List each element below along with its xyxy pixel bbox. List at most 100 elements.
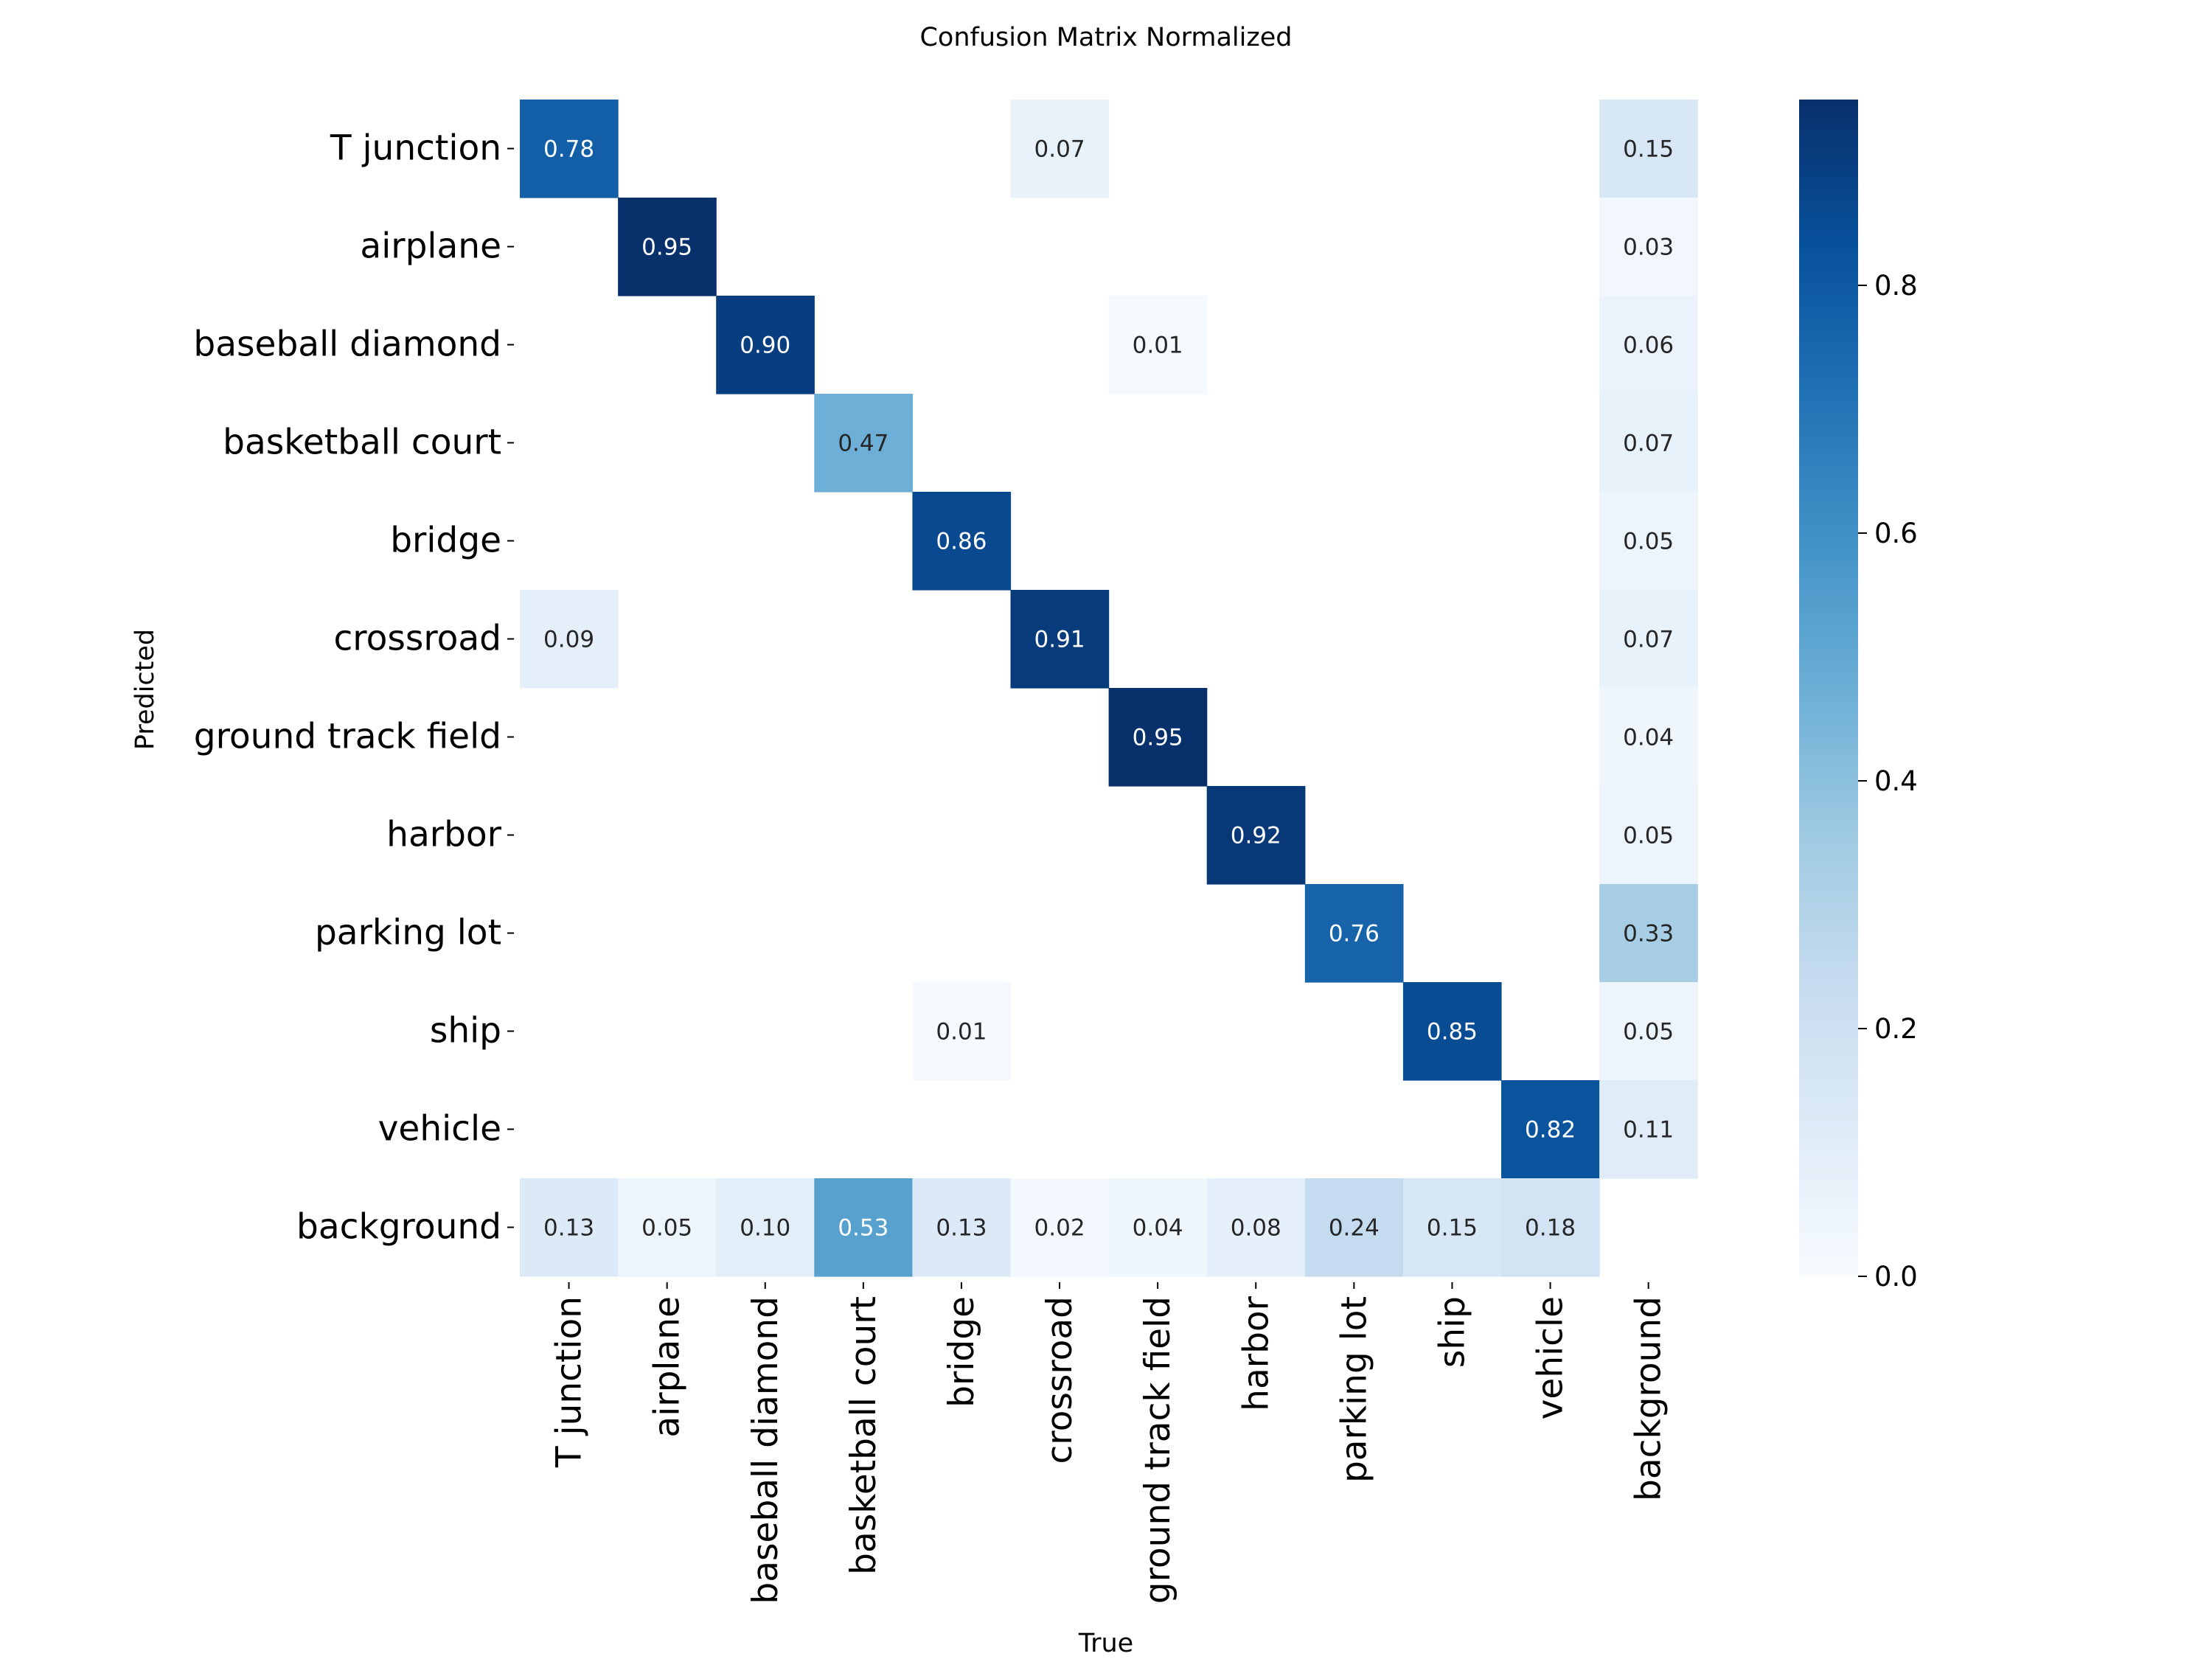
cell-value-label: 0.09 (543, 627, 594, 653)
cell-value-label: 0.82 (1525, 1117, 1576, 1144)
heatmap-cell (912, 982, 1012, 1081)
heatmap-cell (1206, 1178, 1306, 1277)
heatmap-cell (520, 100, 619, 198)
cell-value-label: 0.11 (1623, 1117, 1674, 1144)
heatmap-cell (1108, 1178, 1208, 1277)
row-tick-label: airplane (360, 226, 501, 267)
cell-value-label: 0.13 (543, 1215, 594, 1242)
heatmap-cell (1599, 1080, 1698, 1179)
cell-value-label: 0.04 (1623, 725, 1674, 751)
cell-value-label: 0.86 (936, 529, 987, 555)
heatmap-cell (618, 1178, 717, 1277)
colorbar-tick-label: 0.0 (1874, 1261, 1918, 1293)
heatmap-cell (618, 198, 717, 296)
cell-value-label: 0.15 (1623, 136, 1674, 163)
cell-value-label: 0.95 (1133, 725, 1183, 751)
heatmap-cell (1599, 296, 1698, 394)
cell-value-label: 0.07 (1623, 627, 1674, 653)
cell-value-label: 0.47 (838, 431, 888, 457)
colorbar-tick-label: 0.8 (1874, 270, 1918, 302)
heatmap-cell (716, 296, 815, 394)
colorbar-tick-label: 0.2 (1874, 1013, 1918, 1045)
heatmap-cell (814, 394, 913, 493)
column-tick-label: crossroad (1040, 1296, 1080, 1464)
cell-value-label: 0.76 (1329, 921, 1380, 947)
cell-value-label: 0.04 (1133, 1215, 1183, 1242)
row-tick-label: T junction (330, 128, 501, 169)
column-tick-label: T junction (549, 1296, 590, 1468)
cell-value-label: 0.05 (641, 1215, 692, 1242)
heatmap-cell (520, 1178, 619, 1277)
heatmap-cell (1010, 590, 1110, 689)
column-tick-label: vehicle (1531, 1296, 1571, 1419)
cell-value-label: 0.33 (1623, 921, 1674, 947)
cell-value-label: 0.02 (1034, 1215, 1085, 1242)
cell-value-label: 0.18 (1525, 1215, 1576, 1242)
cell-value-label: 0.07 (1623, 431, 1674, 457)
row-labels: T junction airplane baseball diamond basket… (193, 128, 514, 1248)
chart-title: Confusion Matrix Normalized (919, 23, 1292, 52)
cell-value-label: 0.91 (1034, 627, 1085, 653)
column-tick-label: background (1629, 1296, 1669, 1501)
cell-value-label: 0.13 (936, 1215, 987, 1242)
cell-value-label: 0.10 (740, 1215, 790, 1242)
heatmap-cell (1501, 1178, 1600, 1277)
column-tick-label: airplane (647, 1296, 688, 1438)
heatmap-cell (1599, 198, 1698, 296)
heatmap-cell (1206, 786, 1306, 885)
heatmap-cell (1599, 688, 1698, 787)
cell-value-label: 0.07 (1034, 136, 1085, 163)
heatmap-cell (1599, 982, 1698, 1081)
heatmap-cell (1599, 492, 1698, 591)
cell-value-label: 0.15 (1427, 1215, 1478, 1242)
column-labels: T junction airplane baseball diamond basket… (549, 1282, 1669, 1604)
colorbar: 0.0 0.2 0.4 0.6 0.8 (1799, 100, 1918, 1293)
cell-value-label: 0.01 (1133, 333, 1183, 359)
row-tick-label: basketball court (223, 422, 501, 463)
heatmap-cell (1402, 982, 1502, 1081)
y-axis-label: Predicted (131, 629, 160, 750)
row-tick-label: baseball diamond (193, 324, 501, 365)
heatmap-cell (1501, 1080, 1600, 1179)
cell-value-label: 0.01 (936, 1019, 987, 1046)
colorbar-tick-label: 0.4 (1874, 765, 1918, 797)
cell-value-label: 0.03 (1623, 234, 1674, 261)
heatmap-cells: 0.78 0.07 0.15 0.95 0.03 0.90 0.01 0.06 0.47 0.07… (520, 100, 1698, 1277)
cell-value-label: 0.95 (641, 234, 692, 261)
row-tick-label: crossroad (333, 619, 501, 659)
heatmap-cell (1010, 100, 1110, 198)
column-tick-label: ground track field (1138, 1296, 1178, 1604)
cell-value-label: 0.53 (838, 1215, 888, 1242)
column-tick-label: harbor (1236, 1295, 1276, 1411)
row-tick-label: background (296, 1207, 501, 1248)
cell-value-label: 0.05 (1623, 1019, 1674, 1046)
heatmap-cell (1108, 688, 1208, 787)
cell-value-label: 0.90 (740, 333, 790, 359)
cell-value-label: 0.24 (1329, 1215, 1380, 1242)
heatmap-cell (1599, 884, 1698, 983)
row-tick-label: bridge (390, 521, 501, 561)
heatmap-cell (1010, 1178, 1110, 1277)
colorbar-gradient (1799, 100, 1858, 1276)
heatmap-cell (1108, 296, 1208, 394)
row-tick-label: ship (430, 1011, 501, 1051)
heatmap-cell (520, 590, 619, 689)
cell-value-label: 0.92 (1231, 823, 1281, 849)
colorbar-tick-label: 0.6 (1874, 518, 1918, 549)
heatmap-cell (1599, 786, 1698, 885)
heatmap-cell (1599, 590, 1698, 689)
cell-value-label: 0.08 (1231, 1215, 1281, 1242)
cell-value-label: 0.85 (1427, 1019, 1478, 1046)
heatmap-cell (1599, 100, 1698, 198)
column-tick-label: ship (1432, 1296, 1472, 1368)
heatmap-cell (1402, 1178, 1502, 1277)
column-tick-label: bridge (942, 1296, 982, 1408)
heatmap-cell (912, 492, 1012, 591)
x-axis-label: True (1078, 1629, 1133, 1658)
cell-value-label: 0.05 (1623, 823, 1674, 849)
row-tick-label: parking lot (315, 913, 501, 953)
column-tick-label: baseball diamond (745, 1296, 786, 1604)
row-tick-label: vehicle (378, 1109, 501, 1150)
cell-value-label: 0.78 (543, 136, 594, 163)
